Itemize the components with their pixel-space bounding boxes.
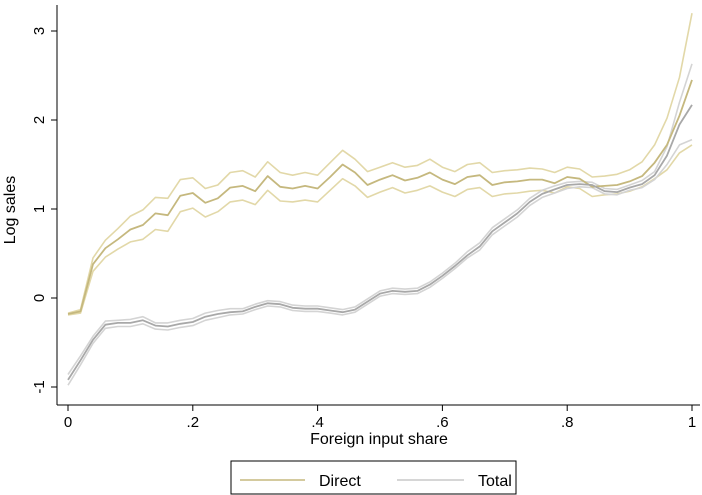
x-tick-label: .8: [561, 414, 574, 431]
legend-label-total: Total: [478, 473, 512, 490]
series-total-lower-band: [67, 138, 693, 386]
legend: Direct Total: [230, 460, 517, 495]
y-tick-label: 3: [31, 27, 48, 35]
axes: [56, 5, 700, 406]
series-total-line: [67, 104, 693, 381]
confidence-bands: [67, 13, 693, 386]
y-tick-label: 0: [31, 294, 48, 302]
series-total-upper-band: [67, 63, 693, 375]
x-tick-label: 0: [64, 414, 72, 431]
series-direct-lower-band: [67, 144, 693, 316]
y-tick-label: 2: [31, 116, 48, 124]
series-direct-upper-band: [67, 13, 693, 314]
y-axis-title: Log sales: [2, 176, 19, 245]
y-tick-label: -1: [31, 380, 48, 393]
y-tick-label: 1: [31, 205, 48, 213]
x-tick-label: .2: [187, 414, 200, 431]
x-ticks: 0 .2 .4 .6 .8 1: [64, 405, 696, 431]
legend-box: [230, 460, 517, 495]
x-tick-label: .4: [311, 414, 324, 431]
x-tick-label: 1: [688, 414, 696, 431]
x-axis-title: Foreign input share: [310, 431, 448, 448]
legend-label-direct: Direct: [319, 473, 361, 490]
x-tick-label: .6: [436, 414, 449, 431]
y-ticks: -1 0 1 2 3: [31, 27, 57, 394]
series-lines: [67, 79, 693, 381]
